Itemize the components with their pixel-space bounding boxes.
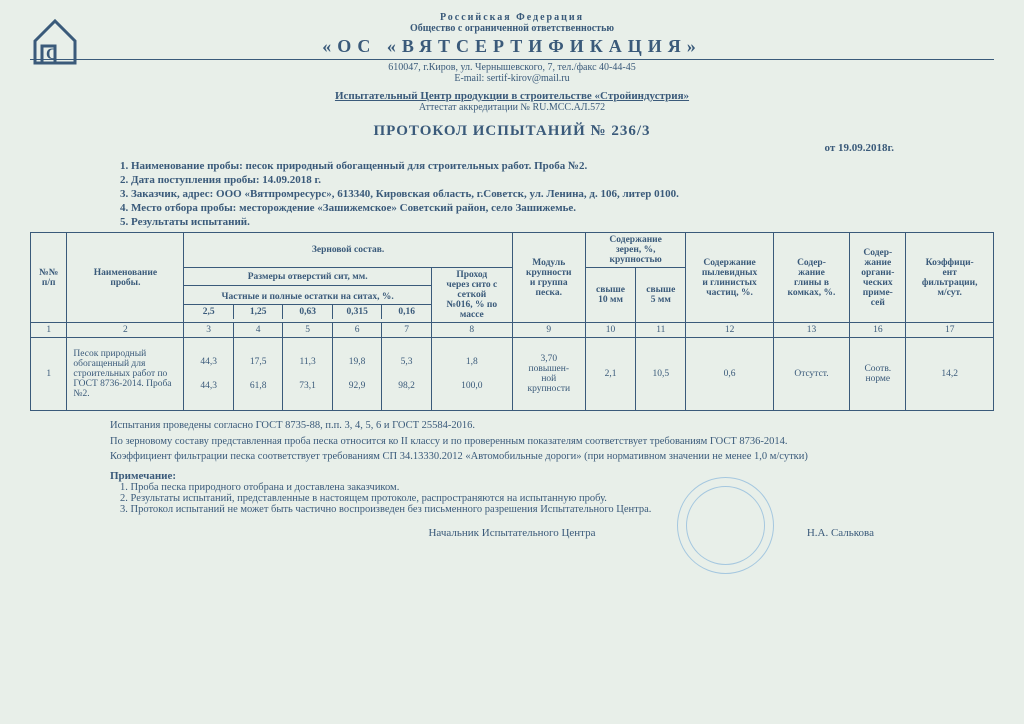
col-modulus: Модуль крупности и группа песка. [512,233,585,323]
number-row: 1 2 3 4 5 6 7 8 9 10 11 12 13 16 17 [31,323,994,338]
footer-p3: Коэффициент фильтрации песка соответству… [110,450,934,464]
test-center-name: Испытательный Центр продукции в строител… [30,90,994,102]
item-1: 1. Наименование пробы: песок природный о… [120,160,934,172]
note-1: 1. Проба песка природного отобрана и дос… [120,482,934,493]
item-4: 4. Место отбора пробы: месторождение «За… [120,202,934,214]
signature-block: Начальник Испытательного Центра Н.А. Сал… [30,527,994,539]
col-sieve-title: Размеры отверстий сит, мм. [184,268,432,286]
company-logo-icon: С [30,16,80,66]
col-organic: Содер- жание органи- ческих приме- сей [850,233,906,323]
email-line: E-mail: sertif-kirov@mail.ru [30,73,994,84]
data-row-1: 1 Песок природный обогащенный для строит… [31,338,994,411]
notes-title: Примечание: [110,470,934,482]
divider [30,59,994,60]
results-table: №№ п/п Наименование пробы. Зерновой сост… [30,232,994,411]
col-clay-lump: Содер- жание глины в комках, %. [773,233,850,323]
item-5: 5. Результаты испытаний. [120,216,934,228]
accreditation: Аттестат аккредитации № RU.МСС.АЛ.572 [30,102,994,113]
note-2: 2. Результаты испытаний, представленные … [120,493,934,504]
federation-text: Российская Федерация [30,12,994,23]
stamp-icon [677,477,774,574]
note-3: 3. Протокол испытаний не может быть част… [120,504,934,515]
protocol-date: от 19.09.2018г. [30,142,894,154]
col-grain-pct: Содержание зерен, %, крупностью [585,233,686,268]
footer-p1: Испытания проведены согласно ГОСТ 8735-8… [110,419,934,433]
col-name: Наименование пробы. [67,233,184,323]
svg-text:С: С [46,46,58,63]
col-clay-dust: Содержание пылевидных и глинистых частиц… [686,233,773,323]
org-subtitle: Общество с ограниченной ответственностью [30,23,994,34]
address-line: 610047, г.Киров, ул. Чернышевского, 7, т… [30,62,994,73]
item-2: 2. Дата поступления пробы: 14.09.2018 г. [120,174,934,186]
col-residues: Частные и полные остатки на ситах, %. [184,290,431,305]
footer-p2: По зерновому составу представленная проб… [110,435,934,449]
signer-role: Начальник Испытательного Центра [428,527,595,539]
col-filter: Коэффици- ент фильтрации, м/сут. [906,233,994,323]
col-num: №№ п/п [31,233,67,323]
org-main-title: «ОС «ВЯТСЕРТИФИКАЦИЯ» [30,36,994,57]
col-pass: Проход через сито с сеткой №016, % по ма… [431,268,512,323]
document-header: С Российская Федерация Общество с ограни… [30,12,994,140]
col-grain-title: Зерновой состав. [184,233,512,268]
item-3: 3. Заказчик, адрес: ООО «Вятпромресурс»,… [120,188,934,200]
protocol-title: ПРОТОКОЛ ИСПЫТАНИЙ № 236/3 [30,123,994,140]
signer-name: Н.А. Салькова [807,527,874,539]
col-g10: свыше 10 мм [585,268,635,323]
col-g5: свыше 5 мм [636,268,686,323]
